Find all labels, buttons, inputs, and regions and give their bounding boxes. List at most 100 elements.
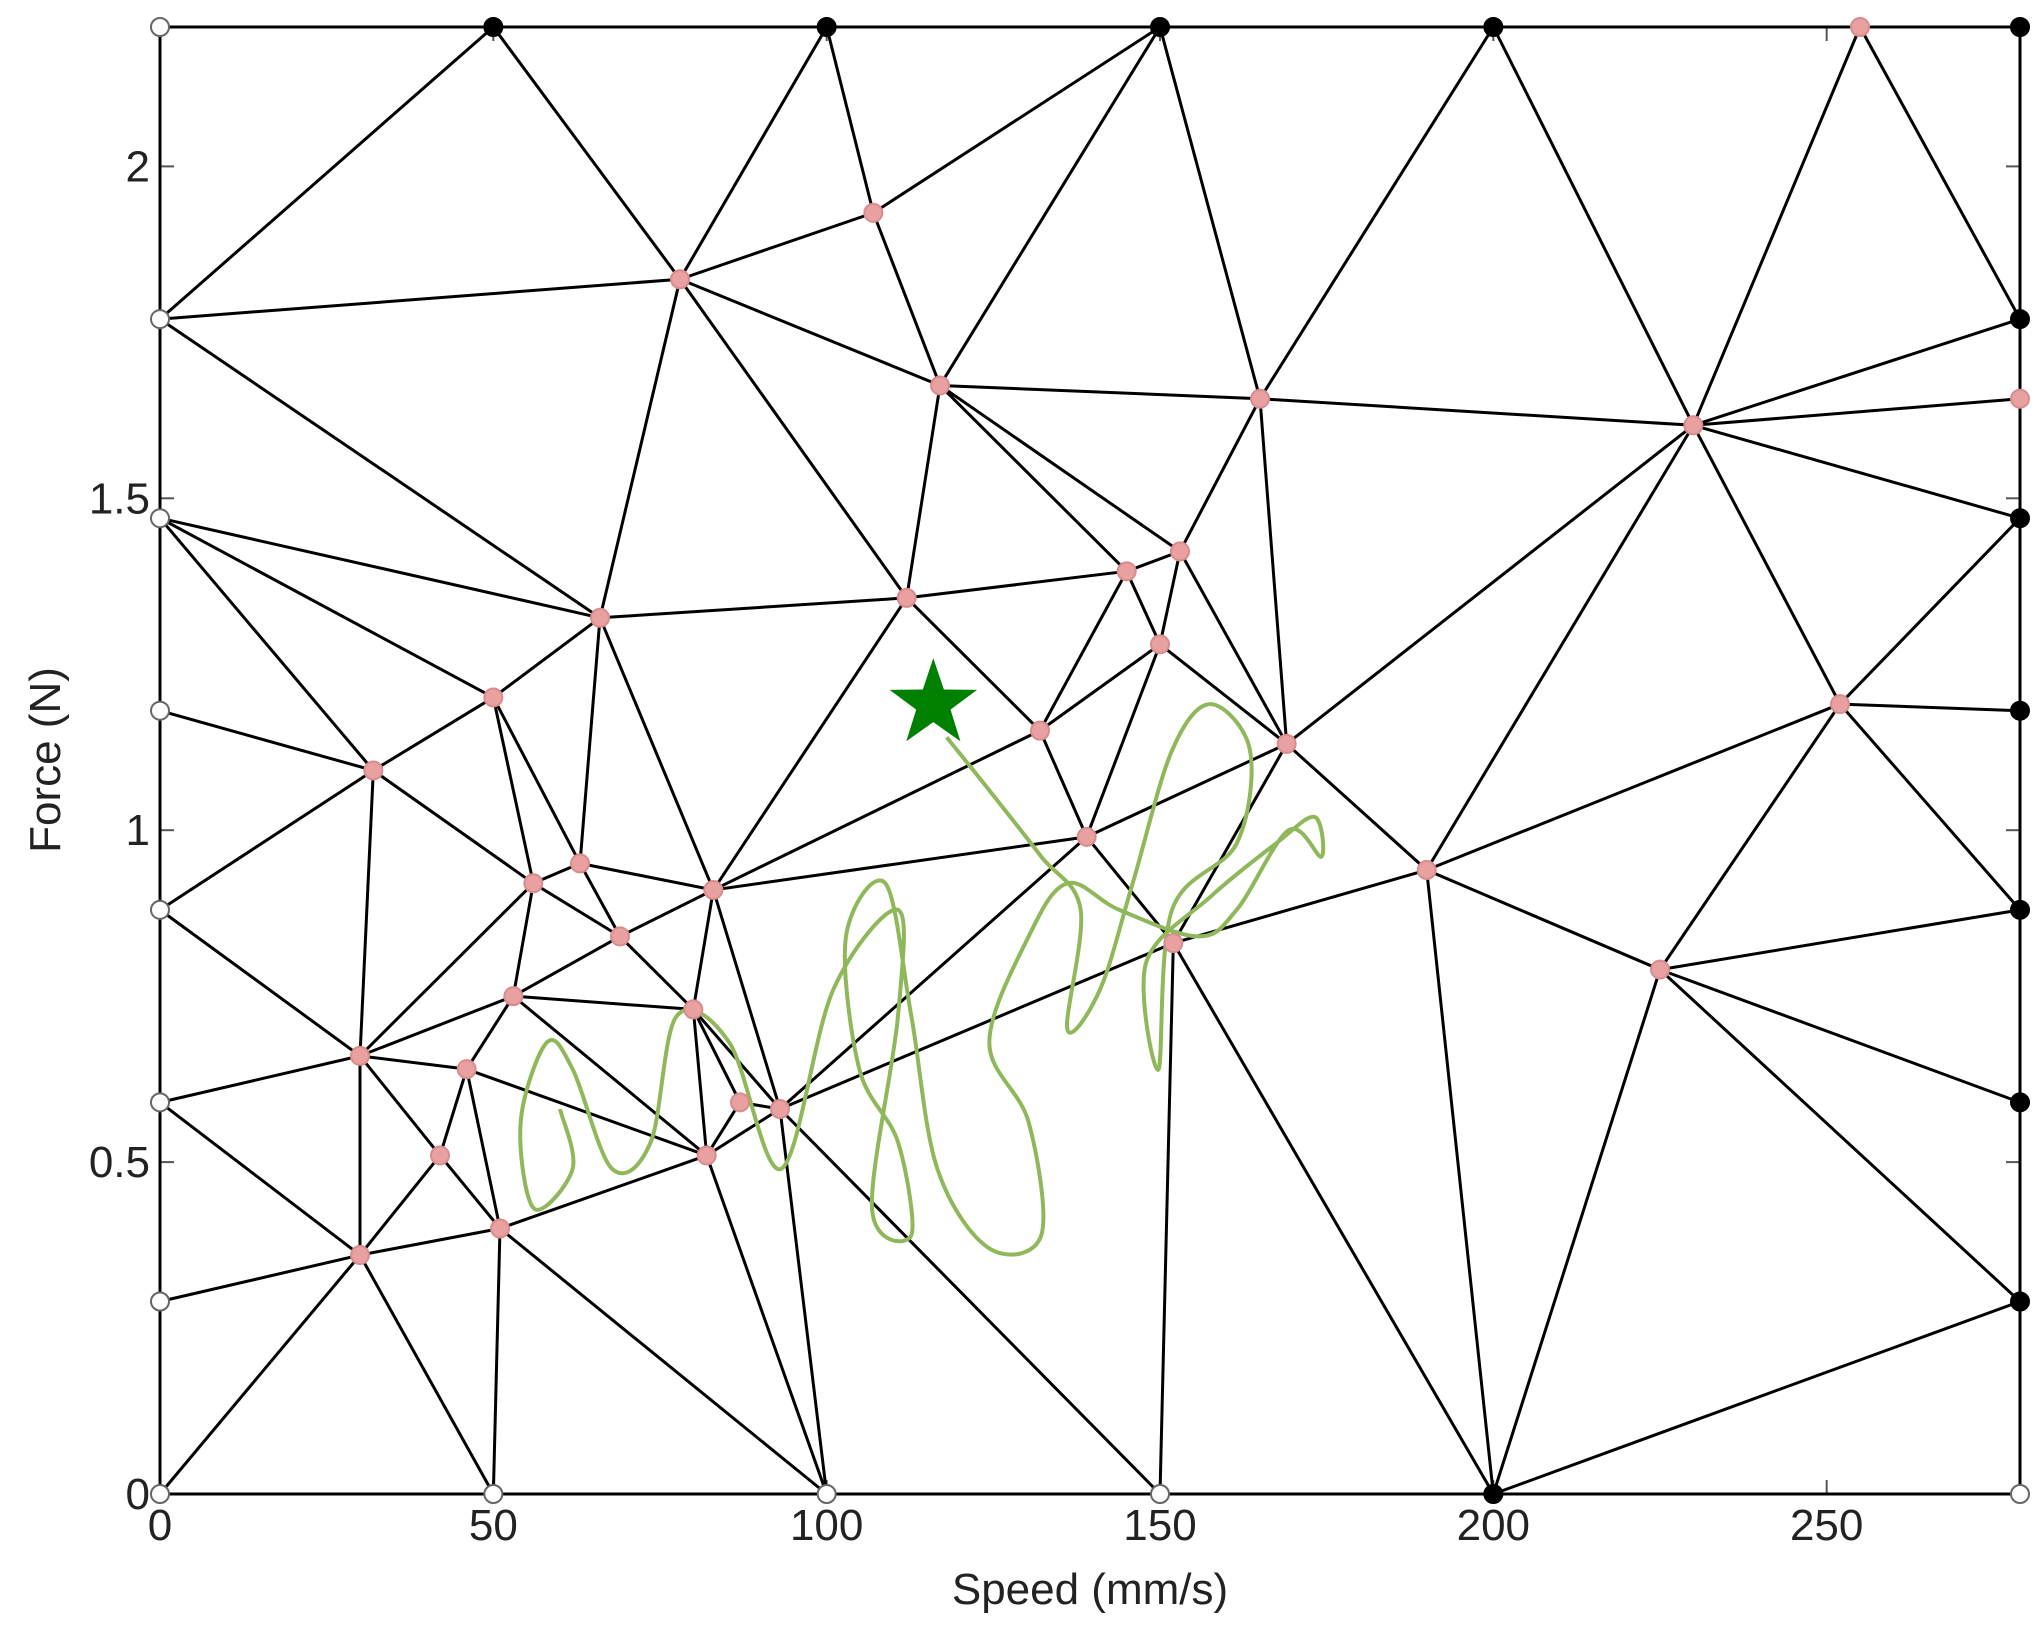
mesh-node bbox=[1030, 720, 1050, 741]
x-tick-label: 100 bbox=[790, 1501, 863, 1550]
mesh-node bbox=[1483, 17, 1504, 37]
y-tick-label: 0 bbox=[126, 1470, 150, 1519]
mesh-edge bbox=[1838, 517, 2022, 706]
mesh-edge bbox=[579, 861, 714, 892]
mesh-edge bbox=[825, 26, 875, 214]
y-tick-label: 2 bbox=[126, 142, 150, 191]
plot-frame bbox=[159, 26, 2021, 1495]
mesh-edge bbox=[158, 517, 375, 772]
mesh-edge bbox=[358, 882, 535, 1057]
x-axis-label: Speed (mm/s) bbox=[952, 1565, 1228, 1614]
boundary-node bbox=[150, 899, 170, 920]
mesh-node bbox=[590, 607, 610, 628]
mesh-edge bbox=[1285, 424, 1695, 746]
mesh-edge bbox=[438, 1068, 469, 1156]
mesh-edge bbox=[1659, 908, 2021, 972]
mesh-node bbox=[1276, 733, 1297, 754]
mesh-edge bbox=[705, 1154, 829, 1495]
boundary-node bbox=[1150, 1484, 1170, 1504]
mesh-edge bbox=[872, 25, 1161, 215]
mesh-node bbox=[1650, 959, 1670, 980]
mesh-edge bbox=[1258, 26, 1495, 400]
mesh-edge bbox=[1692, 423, 2021, 520]
mesh-node bbox=[350, 1245, 370, 1266]
mesh-edge bbox=[159, 277, 681, 321]
mesh-edge bbox=[491, 697, 535, 884]
mesh-edge bbox=[711, 889, 782, 1110]
trajectory bbox=[518, 702, 1326, 1257]
mesh-edge bbox=[1691, 26, 1862, 426]
mesh-node bbox=[1830, 694, 1850, 715]
mesh-edge bbox=[1839, 702, 2021, 713]
mesh-edge bbox=[159, 317, 601, 620]
mesh-edge bbox=[778, 1107, 1162, 1496]
mesh-node bbox=[1416, 860, 1437, 881]
mesh-edge bbox=[491, 1228, 502, 1495]
boundary-node bbox=[150, 17, 170, 37]
mesh-edge bbox=[1425, 869, 1495, 1495]
mesh-edge bbox=[691, 1008, 742, 1104]
mesh-edge bbox=[511, 883, 535, 997]
mesh-node bbox=[1170, 541, 1190, 562]
boundary-node bbox=[150, 700, 170, 721]
mesh-node bbox=[816, 17, 837, 37]
boundary-node bbox=[150, 1092, 170, 1113]
y-axis-label: Force (N) bbox=[21, 667, 70, 853]
mesh-edge bbox=[939, 383, 1261, 401]
mesh-edge bbox=[532, 882, 621, 938]
mesh-edge bbox=[779, 835, 1088, 1111]
mesh-edge bbox=[778, 1108, 829, 1495]
mesh-node bbox=[570, 853, 590, 874]
mesh-edge bbox=[712, 597, 908, 891]
mesh-node bbox=[2010, 388, 2030, 409]
boundary-node bbox=[2010, 1484, 2030, 1504]
mesh-node bbox=[1483, 1484, 1504, 1504]
mesh-node bbox=[863, 202, 884, 223]
mesh-edge bbox=[358, 1254, 495, 1495]
mesh-edge bbox=[713, 835, 1087, 892]
mesh-edge bbox=[1258, 398, 1289, 745]
mesh-edge bbox=[1158, 943, 1175, 1495]
mesh-edge bbox=[158, 1254, 362, 1495]
mesh-edge bbox=[512, 994, 708, 1157]
mesh-edge bbox=[159, 1054, 361, 1104]
mesh-edge bbox=[1039, 643, 1161, 732]
target-star bbox=[889, 658, 978, 742]
x-tick-label: 50 bbox=[469, 1501, 518, 1550]
mesh-edge bbox=[599, 596, 907, 620]
mesh-edge bbox=[905, 596, 1042, 732]
mesh-edge bbox=[1172, 868, 1428, 945]
mesh-edge bbox=[705, 1107, 781, 1157]
mesh-node bbox=[2010, 17, 2030, 37]
boundary-node bbox=[483, 1484, 504, 1504]
mesh-edge bbox=[1086, 742, 1288, 839]
mesh-edge bbox=[492, 696, 582, 865]
mesh-node bbox=[1163, 933, 1184, 954]
mesh-node bbox=[696, 1145, 717, 1166]
mesh-edge bbox=[1858, 26, 2022, 320]
mesh-edge bbox=[1692, 317, 2021, 427]
mesh-edge bbox=[159, 1253, 361, 1303]
mesh-edge bbox=[1425, 424, 1695, 871]
mesh-node bbox=[2010, 309, 2030, 330]
mesh-edge bbox=[1259, 397, 1694, 427]
mesh-edge bbox=[1085, 643, 1162, 838]
mesh-edge bbox=[499, 1154, 708, 1230]
mesh-node bbox=[1150, 634, 1170, 655]
mesh-edge bbox=[372, 696, 495, 772]
mesh-node bbox=[1076, 826, 1097, 847]
mesh-node bbox=[483, 17, 504, 37]
mesh-node bbox=[1850, 17, 1870, 37]
mesh-edge bbox=[1038, 730, 1089, 838]
mesh-node bbox=[2010, 1092, 2030, 1113]
mesh-node bbox=[1683, 415, 1704, 436]
mesh-edge bbox=[358, 770, 375, 1056]
x-tick-label: 0 bbox=[148, 1501, 172, 1550]
mesh-edge bbox=[1492, 1300, 2021, 1496]
mesh-edge bbox=[1285, 742, 1428, 872]
mesh-node bbox=[2010, 700, 2030, 721]
mesh-edge bbox=[465, 1068, 502, 1229]
mesh-edge bbox=[513, 994, 694, 1011]
mesh-node bbox=[610, 926, 630, 947]
